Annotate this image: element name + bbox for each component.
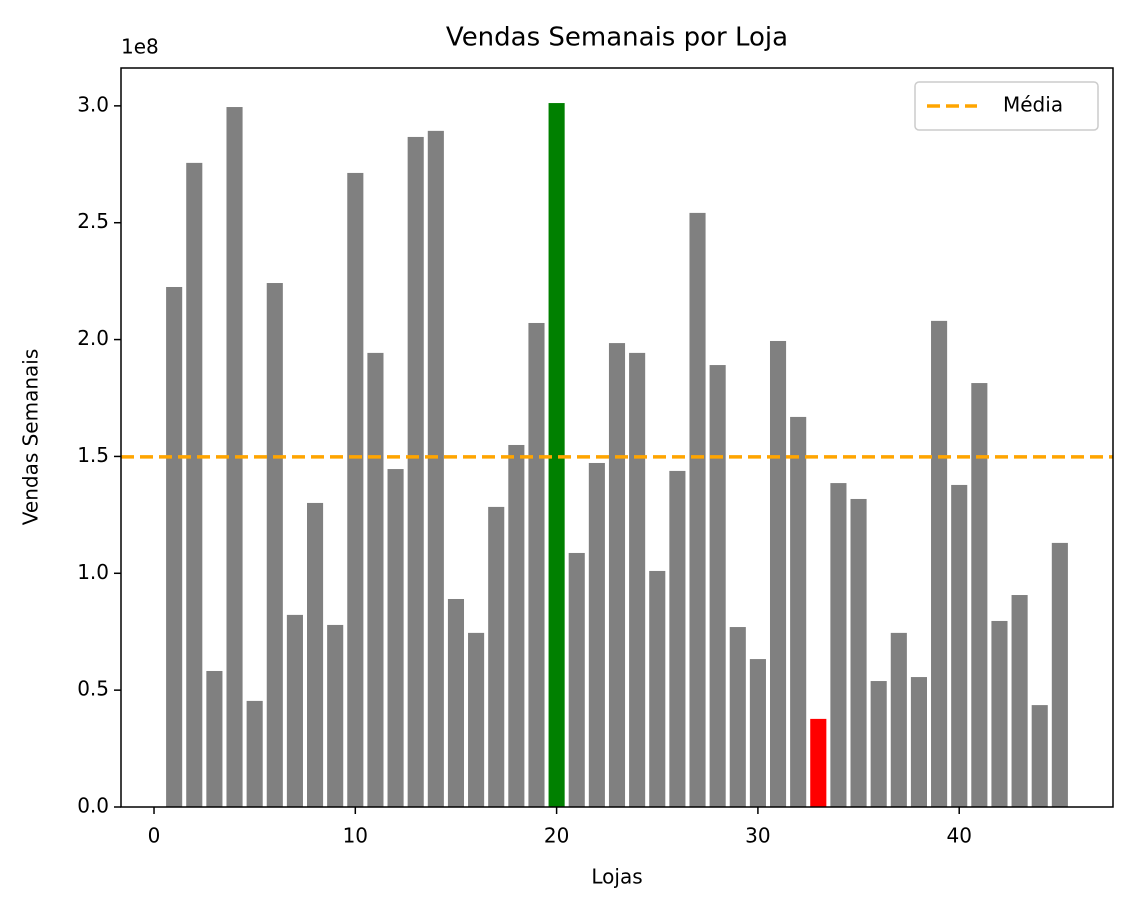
bar bbox=[870, 681, 887, 807]
x-axis-label: Lojas bbox=[591, 865, 642, 889]
bar bbox=[387, 469, 404, 807]
bar bbox=[226, 107, 243, 808]
bar bbox=[307, 502, 324, 807]
chart-title: Vendas Semanais por Loja bbox=[446, 23, 788, 53]
x-tick-label: 20 bbox=[544, 824, 569, 848]
bar bbox=[166, 286, 183, 808]
bar bbox=[1011, 595, 1028, 807]
bar bbox=[729, 627, 746, 807]
bar bbox=[769, 340, 787, 807]
bar bbox=[749, 659, 766, 807]
bar bbox=[186, 162, 203, 808]
axes-frame bbox=[120, 67, 1114, 808]
bar bbox=[629, 352, 646, 807]
bar bbox=[810, 718, 827, 807]
y-tick-label: 1.5 bbox=[77, 443, 109, 467]
bar bbox=[689, 212, 706, 807]
y-tick-label: 2.5 bbox=[77, 209, 109, 233]
bar bbox=[447, 598, 465, 807]
bar bbox=[407, 136, 424, 807]
bar bbox=[528, 322, 545, 807]
bar bbox=[347, 172, 364, 807]
bar bbox=[890, 632, 907, 807]
y-tick-label: 1.0 bbox=[77, 560, 109, 584]
bar bbox=[931, 320, 948, 807]
bar bbox=[427, 130, 444, 807]
bar bbox=[991, 620, 1008, 807]
y-tick-label: 0.0 bbox=[77, 794, 109, 818]
bar bbox=[910, 677, 927, 807]
bar bbox=[568, 552, 585, 807]
bar bbox=[850, 498, 867, 807]
bar bbox=[830, 483, 847, 807]
bar bbox=[468, 632, 485, 807]
bar bbox=[206, 670, 223, 807]
bar bbox=[286, 614, 303, 807]
bar bbox=[588, 462, 605, 807]
x-tick-label: 40 bbox=[946, 824, 971, 848]
bar bbox=[266, 283, 283, 807]
y-tick-label: 0.5 bbox=[77, 677, 109, 701]
bar bbox=[1031, 705, 1048, 807]
offset-text: 1e8 bbox=[121, 35, 159, 59]
legend-label: Média bbox=[1003, 93, 1063, 117]
bar bbox=[508, 444, 525, 807]
bar bbox=[367, 352, 384, 807]
y-tick-label: 3.0 bbox=[77, 92, 109, 116]
bar bbox=[709, 365, 726, 807]
bar bbox=[669, 470, 686, 807]
bar bbox=[548, 103, 565, 807]
bar bbox=[971, 383, 988, 807]
x-tick-label: 0 bbox=[148, 824, 161, 848]
bar bbox=[608, 343, 626, 807]
x-tick-label: 10 bbox=[343, 824, 368, 848]
bar bbox=[790, 416, 807, 807]
bar bbox=[327, 624, 344, 807]
bar bbox=[951, 484, 968, 807]
bar bbox=[246, 700, 263, 807]
legend-box bbox=[914, 81, 1099, 131]
bar bbox=[649, 570, 666, 807]
x-tick-label: 30 bbox=[745, 824, 770, 848]
bar bbox=[488, 506, 505, 807]
bar bbox=[1051, 542, 1068, 807]
y-tick-label: 2.0 bbox=[77, 326, 109, 350]
y-axis-label: Vendas Semanais bbox=[19, 349, 43, 525]
